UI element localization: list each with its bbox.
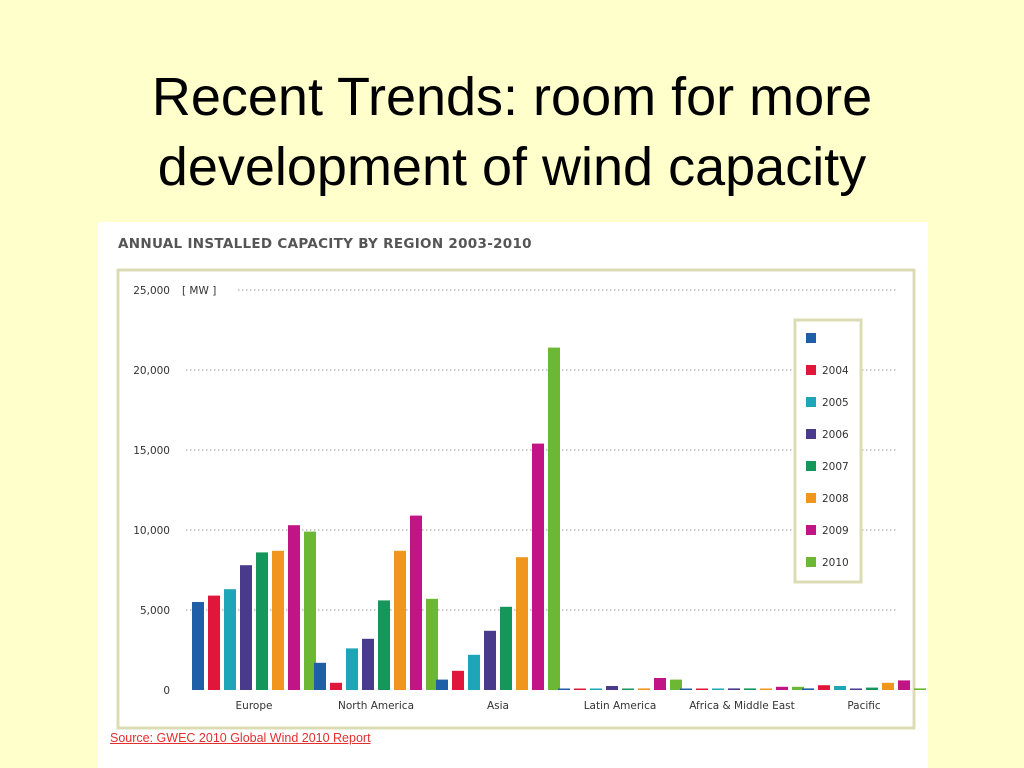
chart-title: ANNUAL INSTALLED CAPACITY BY REGION 2003… [118, 236, 532, 252]
bar [468, 654, 480, 690]
bar [574, 688, 586, 690]
plot-frame [116, 268, 916, 730]
bar [330, 682, 342, 690]
bar [850, 688, 862, 690]
bar [362, 638, 374, 690]
slide-title: Recent Trends: room for more development… [0, 62, 1024, 202]
bar [558, 688, 570, 690]
legend-swatch [806, 397, 816, 407]
legend-label: 2009 [822, 525, 849, 537]
bar [696, 688, 708, 690]
bar [834, 686, 846, 690]
x-tick-label: Africa & Middle East [689, 700, 795, 712]
bar [744, 688, 756, 690]
bar [590, 688, 602, 690]
bar [712, 688, 724, 690]
slide-title-line-1: Recent Trends: room for more [151, 67, 873, 127]
y-tick-label: 0 [163, 685, 170, 697]
legend-label: 2006 [822, 429, 849, 441]
legend-box [793, 318, 863, 584]
legend-swatch [806, 493, 816, 503]
bar [288, 525, 300, 690]
bar [548, 347, 560, 690]
slide-title-line-2: development of wind capacity [157, 137, 867, 197]
legend-label: 2004 [822, 365, 849, 377]
bar [208, 595, 220, 690]
bar [728, 688, 740, 690]
bar [670, 679, 682, 690]
bar [654, 678, 666, 690]
x-tick-label: Europe [236, 700, 273, 712]
y-unit-label: [ MW ] [182, 285, 216, 297]
y-tick-label: 5,000 [140, 605, 170, 617]
bar [776, 686, 788, 690]
bar [240, 565, 252, 690]
bar [484, 630, 496, 690]
bar [898, 680, 910, 690]
legend-swatch [806, 557, 816, 567]
bar [606, 686, 618, 690]
bar [516, 557, 528, 690]
bar [500, 606, 512, 690]
bar [914, 688, 926, 690]
legend-swatch [806, 365, 816, 375]
bar [452, 670, 464, 690]
bar [224, 589, 236, 690]
y-tick-label: 15,000 [133, 445, 170, 457]
bar [272, 550, 284, 690]
source-link[interactable]: Source: GWEC 2010 Global Wind 2010 Repor… [110, 731, 371, 745]
bar [346, 648, 358, 690]
x-tick-label: Asia [487, 700, 509, 712]
x-tick-label: North America [338, 700, 414, 712]
y-tick-label: 25,000 [133, 285, 170, 297]
bar [792, 686, 804, 690]
bar [410, 515, 422, 690]
bar [882, 682, 894, 690]
bar [760, 688, 772, 690]
chart-figure: ANNUAL INSTALLED CAPACITY BY REGION 2003… [98, 222, 928, 768]
bar [304, 531, 316, 690]
bar [378, 600, 390, 690]
x-tick-label: Pacific [847, 700, 881, 712]
x-tick-label: Latin America [584, 700, 657, 712]
bar [638, 688, 650, 690]
legend-label: 2007 [822, 461, 849, 473]
legend-swatch [806, 525, 816, 535]
bar [192, 602, 204, 690]
legend-label: 2010 [822, 557, 849, 569]
legend-label: 2005 [822, 397, 849, 409]
bar [622, 688, 634, 690]
y-tick-label: 20,000 [133, 365, 170, 377]
bar [436, 679, 448, 690]
legend-swatch [806, 461, 816, 471]
legend-swatch [806, 333, 816, 343]
bar [866, 687, 878, 690]
bar [256, 552, 268, 690]
bar-chart: 0 5,000 10,000 15,000 20,000 25,000 [ MW ] Euro… [116, 268, 926, 730]
legend-swatch [806, 429, 816, 439]
legend-label: 2008 [822, 493, 849, 505]
bar [818, 685, 830, 690]
bar [314, 662, 326, 690]
bar [802, 688, 814, 690]
bar [394, 550, 406, 690]
bar [532, 443, 544, 690]
y-tick-label: 10,000 [133, 525, 170, 537]
bar [426, 598, 438, 690]
bar [680, 688, 692, 690]
